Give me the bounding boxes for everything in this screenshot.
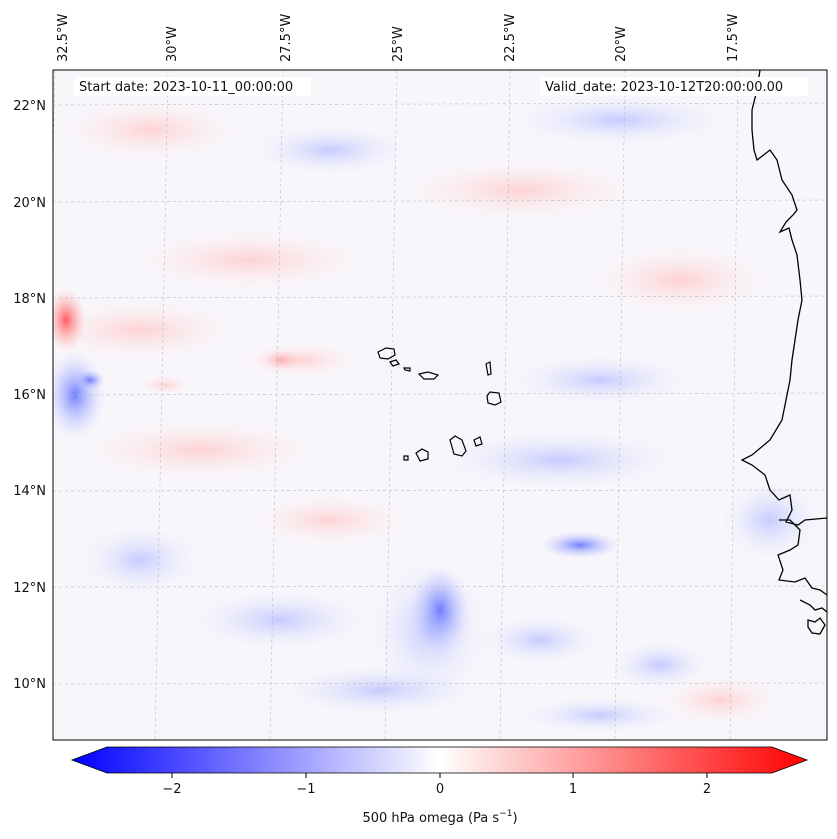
colorbar-tick-label: −1: [296, 782, 315, 797]
lat-label: 12°N: [13, 581, 46, 596]
colorbar: −2 −1 0 1 2 500 hPa omega (Pa s−1): [70, 746, 809, 826]
lon-label: 20°W: [614, 26, 629, 62]
lat-label: 14°N: [13, 484, 46, 499]
colorbar-ticks: [171, 773, 708, 778]
lat-label: 10°N: [13, 677, 46, 692]
longitude-labels: 32.5°W 30°W 27.5°W 25°W 22.5°W 20°W 17.5…: [56, 14, 741, 62]
lon-label: 27.5°W: [279, 14, 294, 62]
lon-label: 32.5°W: [56, 14, 71, 62]
valid-date-label: Valid_date: 2023-10-12T20:00:00.00: [545, 80, 783, 95]
graticule: [53, 70, 827, 740]
lon-label: 17.5°W: [726, 14, 741, 62]
colorbar-tick-label: 2: [703, 782, 711, 797]
colorbar-title-close: ): [512, 811, 517, 826]
lat-label: 20°N: [13, 196, 46, 211]
colorbar-gradient: [70, 746, 809, 774]
lon-label: 22.5°W: [503, 14, 518, 62]
map-panel: Start date: 2023-10-11_00:00:00 Valid_da…: [52, 69, 828, 741]
latitude-labels: 22°N 20°N 18°N 16°N 14°N 12°N 10°N: [13, 99, 46, 692]
lon-label: 30°W: [165, 26, 180, 62]
lat-label: 18°N: [13, 292, 46, 307]
lat-label: 22°N: [13, 99, 46, 114]
start-date-box: [74, 77, 311, 96]
colorbar-tick-label: 0: [436, 782, 444, 797]
omega-max-patch: [53, 288, 86, 352]
valid-date-box: [540, 77, 808, 96]
colorbar-title-exponent: −1: [499, 809, 512, 819]
lat-label: 16°N: [13, 388, 46, 403]
africa-coastline: [740, 69, 828, 526]
colorbar-title-main: 500 hPa omega (Pa s: [362, 811, 499, 826]
map-frame: [52, 69, 828, 741]
cape-verde-islands: [377, 347, 502, 462]
lon-label: 25°W: [391, 26, 406, 62]
colorbar-title: 500 hPa omega (Pa s−1): [362, 809, 517, 826]
colorbar-tick-label: 1: [569, 782, 577, 797]
omega-field: [53, 95, 820, 733]
start-date-label: Start date: 2023-10-11_00:00:00: [79, 80, 293, 95]
colorbar-tick-label: −2: [162, 782, 181, 797]
